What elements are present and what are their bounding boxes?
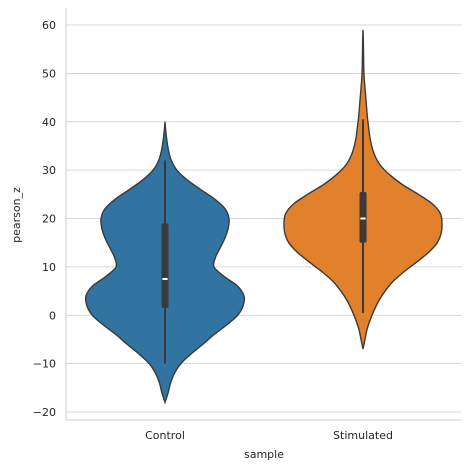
- y-tick-label: −20: [33, 406, 56, 419]
- axes: [65, 8, 462, 421]
- y-axis-label: pearson_z: [10, 187, 23, 243]
- x-tick-label: Control: [145, 429, 185, 442]
- median-marker-control: [162, 277, 168, 280]
- violins: [84, 29, 443, 405]
- y-tick-label: 10: [42, 261, 56, 274]
- iqr-box-control: [161, 223, 169, 308]
- y-tick-label: 60: [42, 19, 56, 32]
- y-tick-label: 30: [42, 164, 56, 177]
- median-marker-stimulated: [360, 217, 366, 220]
- x-tick-labels: Control Stimulated: [145, 429, 393, 442]
- x-tick-label: Stimulated: [333, 429, 393, 442]
- y-tick-label: 20: [42, 213, 56, 226]
- x-axis-label: sample: [244, 448, 284, 461]
- y-tick-label: 0: [49, 309, 56, 322]
- y-tick-labels: −20 −10 0 10 20 30 40 50 60: [33, 19, 56, 419]
- y-tick-label: 40: [42, 116, 56, 129]
- y-tick-label: −10: [33, 358, 56, 371]
- y-tick-label: 50: [42, 67, 56, 80]
- iqr-box-stimulated: [359, 191, 367, 243]
